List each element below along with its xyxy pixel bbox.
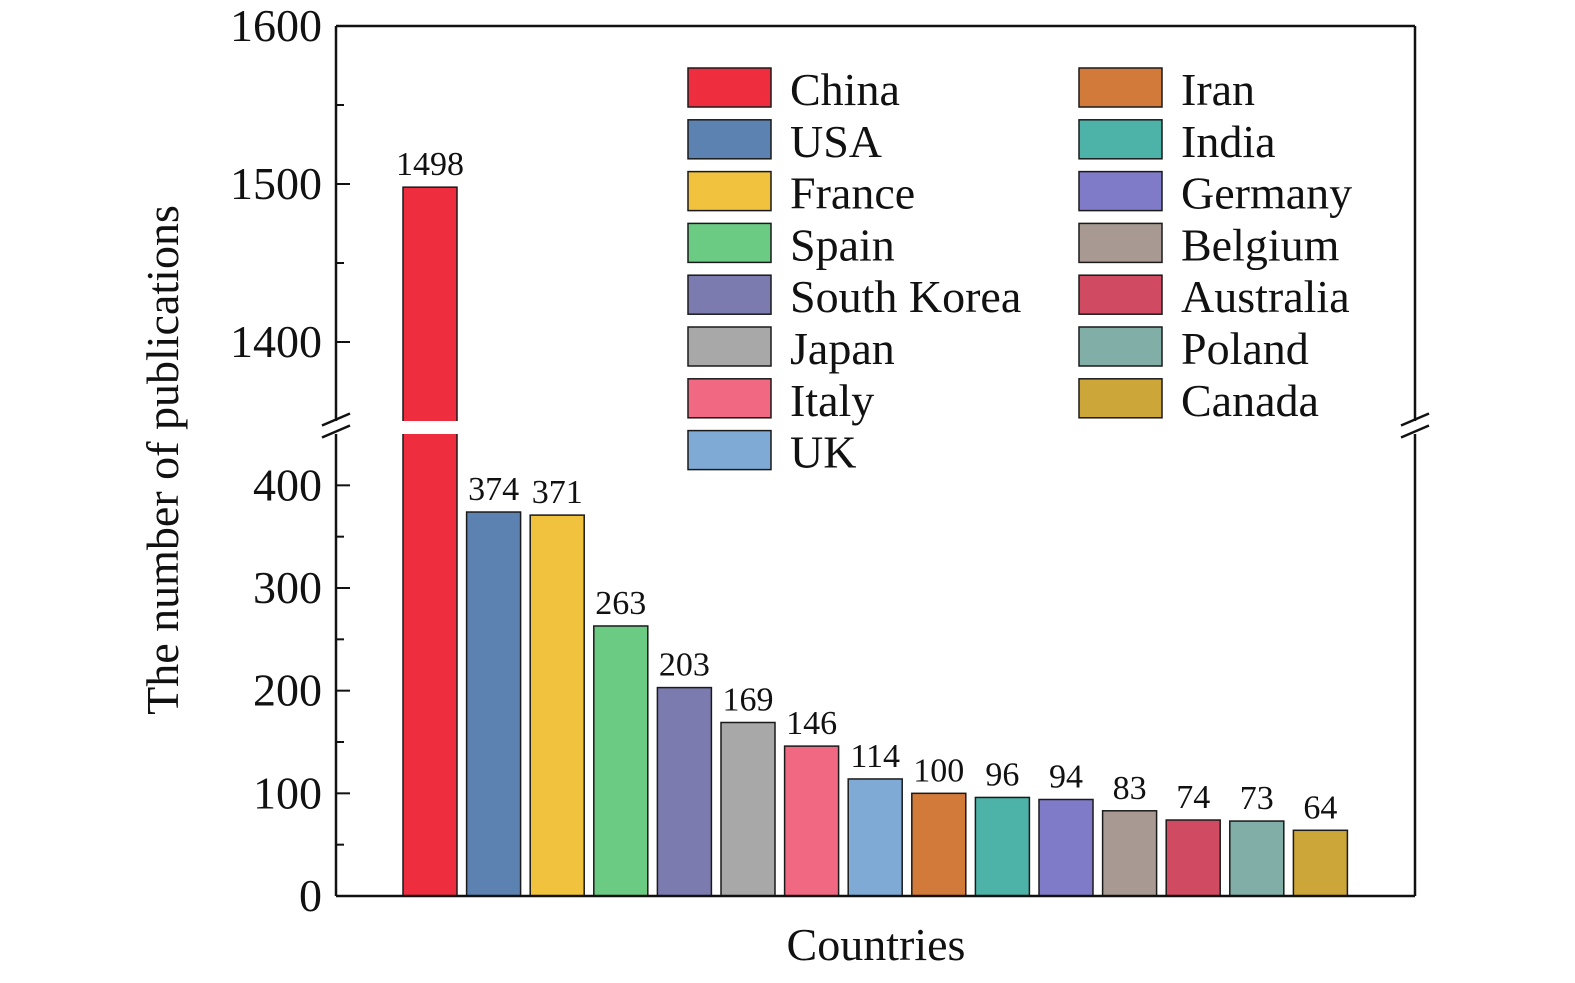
bar-germany [1038,798,1094,897]
data-label-poland: 73 [1240,780,1274,817]
data-label-belgium: 83 [1113,770,1147,807]
y-tick-label: 1600 [230,0,322,51]
data-label-canada: 64 [1303,789,1337,826]
bar-china [402,186,458,897]
legend-label-france: France [790,168,915,219]
legend-label-usa: USA [790,116,882,167]
y-tick-label: 1500 [230,158,322,209]
bar-spain [593,625,649,897]
bar-japan [720,721,776,897]
legend-swatch-south-korea [687,274,772,315]
y-axis-title: The number of publications [137,205,188,715]
axis-break-mark [1400,424,1430,439]
legend-swatch-australia [1078,274,1163,315]
data-label-iran: 100 [913,752,964,789]
data-label-india: 96 [985,756,1019,793]
legend-label-italy: Italy [790,375,874,426]
y-tick-label: 0 [299,870,322,921]
y-tick-label: 200 [253,665,322,716]
legend-label-japan: Japan [790,323,895,374]
data-label-usa: 374 [468,471,519,508]
legend-label-germany: Germany [1181,168,1352,219]
bar-canada [1292,829,1349,897]
legend-swatch-italy [687,378,772,419]
legend-swatch-iran [1078,67,1163,108]
y-tick-label: 1400 [230,316,322,367]
bar-belgium [1101,810,1158,897]
data-labels-group: 1498 374 371 263 203 169 146 114 100 96 94 83 74 73 64 [396,146,1337,826]
bar-france [529,514,585,897]
bar-poland [1229,820,1285,897]
y-tick-label: 300 [253,562,322,613]
data-label-china: 1498 [396,146,464,183]
data-label-germany: 94 [1049,758,1083,795]
legend-swatch-france [687,170,772,212]
data-label-uk: 114 [850,738,900,775]
bar-australia [1165,819,1221,897]
bar-usa [465,511,522,897]
legend-swatch-uk [687,429,772,471]
y-tick-label: 100 [253,767,322,818]
legend-swatch-china [687,67,772,108]
legend-swatch-canada [1078,378,1163,419]
legend-swatch-japan [687,326,772,367]
legend-label-iran: Iran [1181,64,1255,115]
data-label-australia: 74 [1176,779,1210,816]
bar-italy [783,745,840,897]
bar-uk [847,778,903,897]
axis-break-mark [321,424,351,439]
legend-label-canada: Canada [1181,375,1319,426]
axis-break-mark [1400,412,1430,427]
legend-label-india: India [1181,116,1276,167]
legend-swatch-usa [687,119,772,160]
data-label-italy: 146 [786,705,837,742]
legend-label-belgium: Belgium [1181,219,1340,270]
legend-label-south-korea: South Korea [790,271,1021,322]
y-tick-label: 400 [253,459,322,510]
data-label-spain: 263 [595,585,646,622]
legend-swatch-belgium [1078,222,1163,264]
legend-swatch-poland [1078,326,1163,367]
bar-south-korea [656,686,713,897]
axis-break-mark [321,412,351,427]
data-label-japan: 169 [723,681,774,718]
bar-iran [911,792,967,897]
legend-swatch-india [1078,119,1163,160]
legend-label-uk: UK [790,427,856,478]
bar-india [974,796,1031,897]
legend-label-poland: Poland [1181,323,1309,374]
legend-label-spain: Spain [790,219,895,270]
bars-group [401,186,1349,897]
legend-swatch-germany [1078,170,1163,212]
legend-swatch-spain [687,222,772,264]
data-label-south-korea: 203 [659,647,710,684]
data-label-france: 371 [532,474,583,511]
x-axis-title: Countries [787,919,966,970]
axes-group: 0 100 200 300 400 1400 1500 1600 [230,0,1430,921]
legend-label-china: China [790,64,900,115]
legend-label-australia: Australia [1181,271,1350,322]
bar-break-gap [401,421,459,434]
